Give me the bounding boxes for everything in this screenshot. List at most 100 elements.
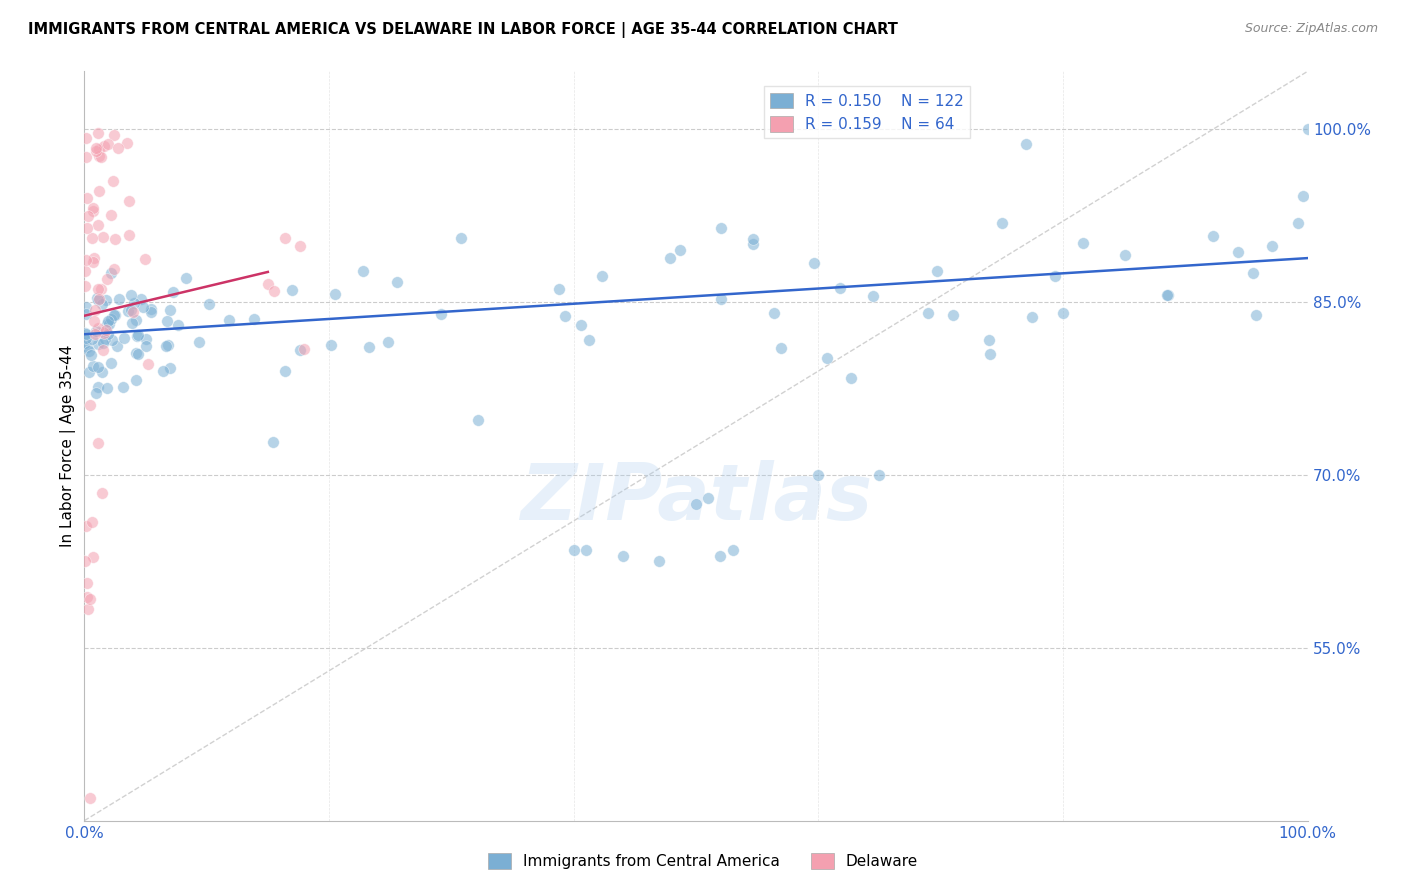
Point — [73, 335, 96, 350]
Point — [84, 141, 107, 155]
Point — [73, 279, 96, 293]
Point — [562, 542, 585, 557]
Point — [1202, 229, 1225, 244]
Point — [156, 314, 179, 328]
Point — [73, 326, 96, 341]
Point — [73, 263, 96, 277]
Point — [84, 327, 107, 342]
Point — [1244, 308, 1267, 322]
Point — [90, 151, 112, 165]
Point — [97, 317, 120, 331]
Point — [125, 372, 148, 386]
Point — [741, 237, 763, 252]
Point — [1073, 235, 1095, 250]
Text: IMMIGRANTS FROM CENTRAL AMERICA VS DELAWARE IN LABOR FORCE | AGE 35-44 CORRELATI: IMMIGRANTS FROM CENTRAL AMERICA VS DELAW… — [28, 22, 898, 38]
Point — [280, 283, 302, 297]
Point — [100, 311, 122, 326]
Point — [125, 313, 148, 327]
Text: ZIPatlas: ZIPatlas — [520, 460, 872, 536]
Point — [79, 348, 101, 362]
Point — [155, 339, 177, 353]
Point — [87, 336, 110, 351]
Point — [1296, 122, 1319, 136]
Point — [107, 141, 129, 155]
Point — [87, 126, 110, 140]
Point — [135, 333, 157, 347]
Point — [83, 251, 105, 265]
Point — [697, 491, 720, 505]
Point — [80, 230, 103, 244]
Point — [75, 300, 97, 314]
Point — [87, 149, 110, 163]
Point — [132, 300, 155, 314]
Point — [76, 209, 98, 223]
Point — [869, 467, 891, 482]
Point — [991, 216, 1014, 230]
Point — [100, 266, 122, 280]
Point — [377, 335, 399, 350]
Point — [839, 371, 862, 385]
Point — [75, 131, 97, 145]
Point — [103, 128, 125, 143]
Point — [709, 549, 731, 563]
Point — [803, 256, 825, 270]
Point — [87, 293, 110, 307]
Point — [159, 302, 181, 317]
Point — [925, 264, 948, 278]
Point — [1014, 136, 1036, 151]
Point — [100, 208, 122, 222]
Point — [1052, 306, 1074, 320]
Point — [75, 253, 97, 268]
Point — [1291, 189, 1313, 203]
Y-axis label: In Labor Force | Age 35-44: In Labor Force | Age 35-44 — [60, 345, 76, 547]
Point — [198, 296, 221, 310]
Point — [97, 314, 120, 328]
Point — [256, 277, 278, 291]
Point — [262, 435, 284, 450]
Point — [104, 308, 127, 322]
Point — [103, 308, 125, 322]
Point — [103, 262, 125, 277]
Point — [100, 333, 122, 347]
Point — [90, 283, 112, 297]
Point — [82, 359, 104, 374]
Legend: R = 0.150    N = 122, R = 0.159    N = 64: R = 0.150 N = 122, R = 0.159 N = 64 — [763, 87, 970, 138]
Point — [430, 307, 453, 321]
Point — [1157, 288, 1180, 302]
Point — [75, 150, 97, 164]
Point — [122, 296, 145, 310]
Point — [942, 308, 965, 322]
Point — [127, 347, 149, 361]
Point — [91, 230, 114, 244]
Point — [1226, 244, 1249, 259]
Point — [79, 790, 101, 805]
Point — [101, 174, 124, 188]
Point — [76, 191, 98, 205]
Point — [97, 327, 120, 342]
Point — [548, 282, 571, 296]
Point — [96, 381, 118, 395]
Point — [90, 486, 112, 500]
Point — [82, 255, 104, 269]
Point — [75, 331, 97, 345]
Point — [97, 137, 120, 152]
Point — [83, 314, 105, 328]
Point — [87, 184, 110, 198]
Point — [129, 293, 152, 307]
Point — [138, 357, 160, 371]
Point — [87, 282, 110, 296]
Point — [76, 575, 98, 590]
Point — [917, 306, 939, 320]
Point — [321, 338, 343, 352]
Point — [76, 340, 98, 354]
Point — [1286, 216, 1309, 230]
Point — [75, 307, 97, 321]
Point — [84, 385, 107, 400]
Point — [292, 342, 315, 356]
Point — [91, 325, 114, 339]
Point — [1114, 248, 1136, 262]
Point — [90, 297, 112, 311]
Point — [80, 515, 103, 529]
Legend: Immigrants from Central America, Delaware: Immigrants from Central America, Delawar… — [482, 847, 924, 875]
Point — [612, 549, 634, 563]
